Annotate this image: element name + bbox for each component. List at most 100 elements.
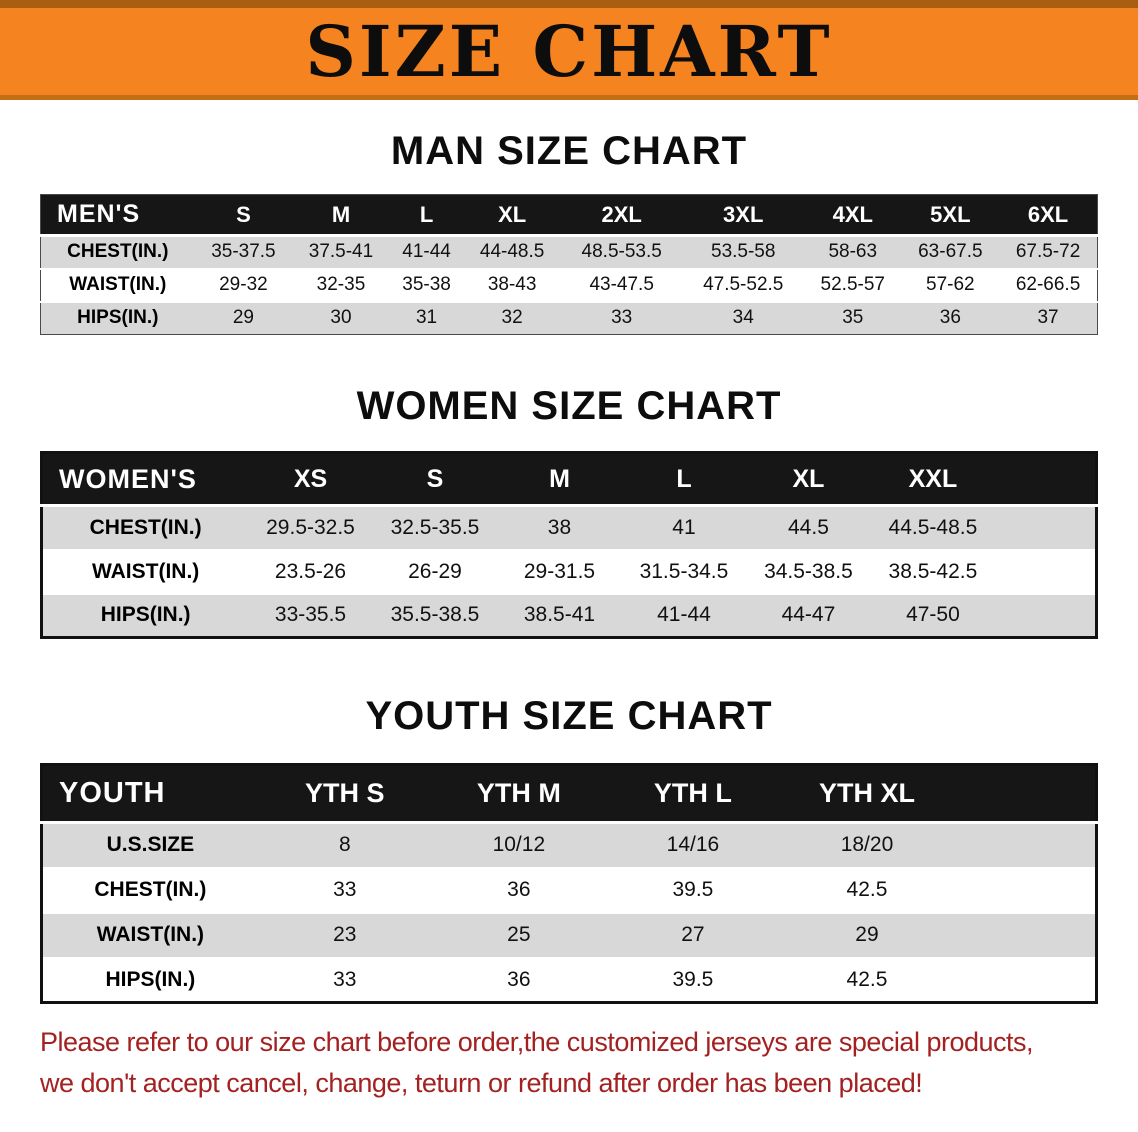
spacer-cell: [954, 868, 1096, 913]
size-value: 29.5-32.5: [266, 515, 355, 539]
row-label: WAIST(IN.): [96, 923, 205, 946]
size-value: 36: [507, 878, 531, 901]
size-value: 53.5-58: [711, 241, 776, 263]
size-column-header: 6XL: [999, 194, 1098, 237]
row-label: WAIST(IN.): [91, 559, 200, 583]
size-column-header: M: [497, 452, 622, 507]
size-value: 52.5-57: [820, 274, 885, 295]
youth-size-heading: YOUTH SIZE CHART: [365, 694, 773, 738]
table-row: WAIST(IN.) 23.5-26 26-29 29-31.5 31.5-34.5 34…: [41, 549, 1097, 594]
size-column-header: YTH L: [605, 764, 780, 824]
size-value: 42.5: [846, 967, 888, 991]
size-value: 44-47: [781, 603, 836, 627]
size-value: 33: [333, 878, 357, 901]
spacer-cell: [954, 958, 1096, 1003]
size-value: 44.5: [788, 515, 829, 539]
size-value: 33-35.5: [274, 603, 347, 627]
size-value: 18/20: [840, 833, 894, 857]
size-column-header: XS: [248, 452, 373, 507]
table-row: CHEST(IN.) 35-37.5 37.5-41 41-44 44-48.5 48.5…: [40, 235, 1098, 269]
size-value: 29: [232, 307, 254, 329]
size-value: 23.5-26: [274, 559, 347, 583]
size-column-header: YTH S: [257, 764, 432, 824]
size-value: 27: [681, 923, 705, 946]
size-value: 39.5: [672, 878, 714, 901]
man-size-heading: MAN SIZE CHART: [390, 129, 748, 173]
size-value: 34: [732, 307, 754, 329]
size-value: 32-35: [316, 274, 366, 295]
size-value: 31: [415, 307, 438, 329]
size-value: 29-32: [219, 274, 268, 295]
spacer-cell: [995, 506, 1096, 550]
size-value: 36: [939, 307, 961, 329]
size-value: 37.5-41: [308, 241, 374, 263]
row-label: HIPS(IN.): [100, 603, 191, 627]
table-row: HIPS(IN.) 33 36 39.5 42.5: [41, 957, 1097, 1003]
size-value: 30: [330, 307, 352, 329]
size-value: 35-38: [402, 274, 451, 295]
size-value: 47.5-52.5: [703, 274, 784, 295]
footer-note: Please refer to our size chart before or…: [40, 1004, 1098, 1101]
spacer-cell: [954, 913, 1096, 958]
size-value: 42.5: [846, 878, 888, 901]
women-size-section: WOMEN SIZE CHART WOMEN'S XS S M L XL XXL CHEST(…: [40, 335, 1098, 639]
row-label: WAIST(IN.): [69, 274, 167, 295]
size-value: 38.5-42.5: [888, 559, 978, 583]
size-value: 41-44: [402, 241, 451, 263]
size-column-header: S: [194, 194, 293, 237]
row-label: HIPS(IN.): [77, 307, 159, 329]
size-column-header: XXL: [870, 452, 996, 507]
size-value: 38: [547, 515, 572, 539]
size-column-header: 2XL: [560, 194, 683, 237]
spacer-cell: [995, 594, 1096, 638]
row-label: CHEST(IN.): [67, 241, 169, 263]
header-row: YOUTH YTH S YTH M YTH L YTH XL: [41, 764, 1097, 824]
size-value: 41-44: [657, 603, 711, 627]
table-title-cell: WOMEN'S: [41, 452, 249, 507]
size-value: 63-67.5: [918, 241, 983, 263]
size-value: 67.5-72: [1015, 241, 1081, 263]
size-value: 33: [333, 967, 357, 991]
page-title: SIZE CHART: [305, 9, 833, 93]
row-label: U.S.SIZE: [106, 833, 195, 857]
table-row: WAIST(IN.) 23 25 27 29: [41, 912, 1097, 958]
size-chart-banner: SIZE CHART: [0, 0, 1138, 100]
table-row: CHEST(IN.) 33 36 39.5 42.5: [41, 867, 1097, 913]
size-value: 48.5-53.5: [581, 241, 662, 263]
content: MAN SIZE CHART MEN'S S M L XL 2XL 3XL 4XL 5XL 6XL…: [40, 100, 1098, 1101]
size-column-header: L: [389, 194, 464, 237]
size-column-header: XL: [746, 452, 871, 507]
footer-line-1: Please refer to our size chart before or…: [40, 1027, 1034, 1057]
size-value: 32: [501, 307, 523, 329]
size-value: 31.5-34.5: [639, 559, 729, 583]
youth-size-table: YOUTH YTH S YTH M YTH L YTH XL U.S.SIZE 8 10/12…: [40, 763, 1098, 1004]
size-value: 10/12: [492, 833, 546, 857]
size-value: 47-50: [906, 603, 960, 627]
size-value: 29-31.5: [523, 559, 596, 583]
man-size-section: MAN SIZE CHART MEN'S S M L XL 2XL 3XL 4XL 5XL 6XL…: [40, 100, 1098, 335]
size-value: 8: [338, 833, 351, 857]
size-column-header: 4XL: [804, 194, 902, 237]
size-value: 25: [507, 923, 531, 946]
table-title-cell: YOUTH: [41, 764, 258, 824]
size-value: 44.5-48.5: [888, 515, 978, 539]
size-value: 43-47.5: [589, 274, 654, 295]
spacer-cell: [954, 823, 1096, 868]
size-column-header: 5XL: [901, 194, 1000, 237]
table-row: HIPS(IN.) 29 30 31 32 33 34 35 36 37: [40, 301, 1098, 335]
size-value: 38-43: [487, 274, 537, 295]
table-row: WAIST(IN.) 29-32 32-35 35-38 38-43 43-47.5 47.…: [40, 268, 1098, 302]
table-row: HIPS(IN.) 33-35.5 35.5-38.5 38.5-41 41-44 44-…: [41, 593, 1097, 638]
size-value: 29: [855, 923, 879, 946]
size-column-header: YTH M: [431, 764, 606, 824]
man-size-table: MEN'S S M L XL 2XL 3XL 4XL 5XL 6XL CHEST(IN.) 35-37…: [40, 194, 1098, 335]
size-value: 58-63: [828, 241, 878, 263]
size-value: 14/16: [666, 833, 720, 857]
size-value: 36: [507, 967, 531, 991]
size-column-header: YTH XL: [779, 764, 955, 824]
row-label: CHEST(IN.): [89, 515, 202, 539]
size-value: 33: [611, 307, 633, 329]
size-value: 34.5-38.5: [764, 559, 853, 583]
size-value: 38.5-41: [523, 603, 596, 627]
row-label: HIPS(IN.): [105, 967, 196, 991]
